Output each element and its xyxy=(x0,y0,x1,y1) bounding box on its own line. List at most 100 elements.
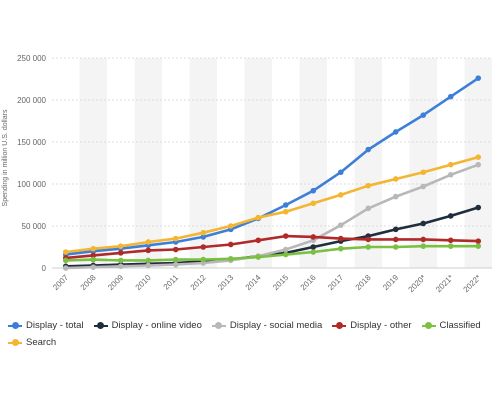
data-point[interactable] xyxy=(282,246,289,253)
x-tick-label: 2012 xyxy=(189,273,208,292)
x-tick-label: 2021* xyxy=(434,273,455,294)
data-point[interactable] xyxy=(255,237,262,244)
data-point[interactable] xyxy=(475,161,482,168)
x-tick-label: 2008 xyxy=(79,273,98,292)
data-point[interactable] xyxy=(145,262,152,269)
legend-item-search[interactable]: Search xyxy=(8,337,56,348)
data-point[interactable] xyxy=(475,243,482,249)
legend-swatch xyxy=(93,322,108,330)
x-tick-label: 2022* xyxy=(462,273,483,294)
data-point[interactable] xyxy=(337,192,344,198)
data-point[interactable] xyxy=(337,245,344,252)
data-point[interactable] xyxy=(420,236,427,243)
data-point[interactable] xyxy=(282,251,289,258)
data-point[interactable] xyxy=(310,234,317,240)
chart: 0 50 000 100 000 150 000 200 000 250 000 Spen… xyxy=(2,54,492,295)
data-point[interactable] xyxy=(282,202,289,208)
data-point[interactable] xyxy=(447,161,454,168)
legend-item-display-online-video[interactable]: Display - online video xyxy=(93,320,202,331)
data-point[interactable] xyxy=(392,236,399,243)
data-point[interactable] xyxy=(447,213,454,219)
data-point[interactable] xyxy=(310,244,317,250)
data-point[interactable] xyxy=(90,256,97,263)
legend-item-display-social-media[interactable]: Display - social media xyxy=(211,320,322,331)
data-point[interactable] xyxy=(447,237,454,244)
data-point[interactable] xyxy=(447,171,454,178)
data-point[interactable] xyxy=(365,146,372,153)
data-point[interactable] xyxy=(365,205,372,212)
data-point[interactable] xyxy=(420,243,427,249)
data-point[interactable] xyxy=(282,208,289,215)
data-point[interactable] xyxy=(365,244,372,250)
data-point[interactable] xyxy=(475,238,482,244)
data-point[interactable] xyxy=(172,235,179,242)
data-point[interactable] xyxy=(62,257,69,264)
data-point[interactable] xyxy=(200,234,207,240)
data-point[interactable] xyxy=(447,243,454,249)
legend-item-display-other[interactable]: Display - other xyxy=(332,320,412,331)
data-point[interactable] xyxy=(172,256,179,263)
data-point[interactable] xyxy=(420,183,427,190)
data-point[interactable] xyxy=(392,193,399,200)
data-point[interactable] xyxy=(310,249,317,255)
x-tick-label: 2018 xyxy=(354,273,373,292)
data-point[interactable] xyxy=(145,247,152,254)
x-tick-label: 2011 xyxy=(162,273,181,292)
legend-label: Display - total xyxy=(26,320,84,331)
data-point[interactable] xyxy=(392,129,399,135)
data-point[interactable] xyxy=(255,254,262,260)
data-point[interactable] xyxy=(337,222,344,228)
data-point[interactable] xyxy=(200,229,207,236)
data-point[interactable] xyxy=(62,265,69,271)
series-classified xyxy=(62,243,482,264)
data-point[interactable] xyxy=(282,233,289,239)
data-point[interactable] xyxy=(365,236,372,243)
data-point[interactable] xyxy=(365,182,372,189)
x-tick-label: 2010 xyxy=(134,273,153,292)
x-tick-label: 2019 xyxy=(381,273,400,292)
data-point[interactable] xyxy=(227,241,234,248)
data-point[interactable] xyxy=(117,250,124,256)
legend-item-display-total[interactable]: Display - total xyxy=(8,320,84,331)
data-point[interactable] xyxy=(90,264,97,270)
data-point[interactable] xyxy=(200,244,207,250)
data-point[interactable] xyxy=(172,246,179,253)
legend-swatch xyxy=(8,339,22,347)
data-point[interactable] xyxy=(227,255,234,262)
data-point[interactable] xyxy=(420,169,427,176)
data-point[interactable] xyxy=(310,187,317,194)
data-point[interactable] xyxy=(200,256,207,263)
data-point[interactable] xyxy=(90,245,97,252)
data-point[interactable] xyxy=(337,235,344,242)
legend-swatch xyxy=(332,322,347,330)
year-band xyxy=(134,58,162,268)
data-point[interactable] xyxy=(117,257,124,264)
data-point[interactable] xyxy=(255,214,262,221)
series-line-display-total xyxy=(64,76,480,256)
data-point[interactable] xyxy=(117,263,124,270)
data-point[interactable] xyxy=(90,252,97,259)
x-tick-label: 2014 xyxy=(244,273,263,292)
data-point[interactable] xyxy=(420,220,427,227)
data-point[interactable] xyxy=(475,75,482,81)
y-axis-ticks: 0 50 000 100 000 150 000 200 000 250 000 xyxy=(17,54,46,273)
data-point[interactable] xyxy=(145,257,152,264)
x-axis-ticks: 2007 2008 2009 2010 2011 2012 2013 2014 2015 2016… xyxy=(51,273,482,295)
data-point[interactable] xyxy=(392,226,399,233)
data-point[interactable] xyxy=(310,200,317,207)
legend-swatch xyxy=(211,322,226,330)
data-point[interactable] xyxy=(447,93,454,100)
data-point[interactable] xyxy=(337,169,344,176)
data-point[interactable] xyxy=(392,176,399,182)
legend-item-classified[interactable]: Classified xyxy=(421,320,481,331)
data-point[interactable] xyxy=(227,223,234,229)
data-point[interactable] xyxy=(117,243,124,249)
legend-swatch xyxy=(421,322,436,330)
data-point[interactable] xyxy=(392,244,399,250)
data-point[interactable] xyxy=(145,239,152,245)
data-point[interactable] xyxy=(475,204,482,211)
data-point[interactable] xyxy=(420,112,427,118)
data-point[interactable] xyxy=(62,249,69,255)
data-point[interactable] xyxy=(475,154,482,160)
data-point[interactable] xyxy=(172,261,179,268)
